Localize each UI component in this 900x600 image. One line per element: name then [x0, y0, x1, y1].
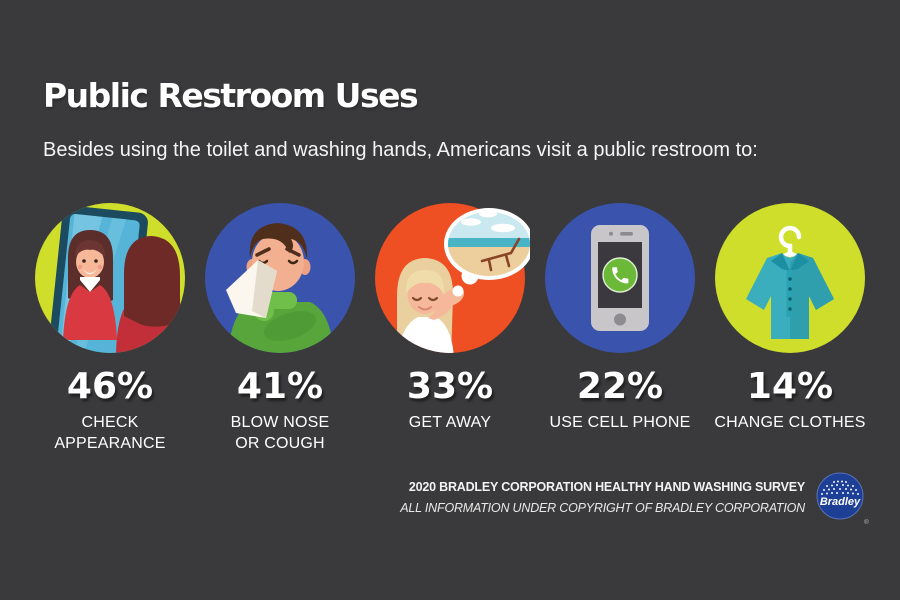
- stat-card-get-away: 33% GET AWAY: [365, 198, 535, 454]
- shirt-hanger-icon: [715, 203, 865, 353]
- stat-label-line1: BLOW NOSE: [230, 414, 330, 431]
- stat-label-line1: USE CELL PHONE: [549, 414, 691, 431]
- cell-phone-icon: [545, 203, 695, 353]
- copyright-line: ALL INFORMATION UNDER COPYRIGHT OF BRADL…: [400, 501, 805, 515]
- tissue: [226, 260, 277, 318]
- stat-card-change-clothes: 14% CHANGE CLOTHES: [705, 198, 875, 454]
- stat-label: CHECK APPEARANCE: [54, 412, 165, 454]
- stats-row: 46% CHECK APPEARANCE: [25, 198, 875, 454]
- blow-nose-icon: [205, 203, 355, 353]
- survey-credit-line: 2020 BRADLEY CORPORATION HEALTHY HAND WA…: [408, 480, 805, 494]
- percent-value: 41%: [236, 366, 324, 407]
- beach-chair: [480, 237, 521, 272]
- man-blowing-nose: [226, 223, 334, 353]
- home-button: [614, 313, 626, 326]
- logo-wordmark: Bradley: [820, 496, 861, 508]
- smartphone: [591, 225, 649, 331]
- stat-label-line2: APPEARANCE: [54, 435, 166, 452]
- stat-label: USE CELL PHONE: [550, 412, 691, 433]
- stat-label-line1: CHANGE CLOTHES: [714, 414, 866, 431]
- page-title: Public Restroom Uses: [43, 76, 419, 115]
- stat-label: GET AWAY: [409, 412, 492, 433]
- stat-label-line1: CHECK: [81, 414, 139, 431]
- stat-card-cell-phone: 22% USE CELL PHONE: [535, 198, 705, 454]
- arm: [264, 311, 316, 341]
- page-subtitle: Besides using the toilet and washing han…: [43, 139, 758, 161]
- stat-label-line1: GET AWAY: [408, 414, 492, 431]
- mirror-reflection-woman: [63, 230, 117, 340]
- percent-value: 14%: [746, 366, 834, 407]
- daydream-beach-icon: [375, 203, 530, 353]
- phone-handset-icon: [612, 267, 629, 284]
- stat-label-line2: OR COUGH: [235, 435, 325, 452]
- beach-scene: [448, 212, 530, 276]
- stat-label: BLOW NOSE OR COUGH: [231, 412, 330, 454]
- percent-value: 22%: [576, 366, 664, 407]
- percent-value: 33%: [406, 366, 494, 407]
- mirror-appearance-icon: [35, 203, 185, 353]
- footer: 2020 BRADLEY CORPORATION HEALTHY HAND WA…: [400, 477, 805, 519]
- thought-bubble: [444, 208, 530, 297]
- percent-value: 46%: [66, 366, 154, 407]
- stat-card-check-appearance: 46% CHECK APPEARANCE: [25, 198, 195, 454]
- bradley-logo: Bradley ®: [816, 472, 869, 526]
- stat-card-blow-nose: 41% BLOW NOSE OR COUGH: [195, 198, 365, 454]
- polo-shirt: [746, 253, 834, 339]
- stat-label: CHANGE CLOTHES: [714, 412, 865, 433]
- logo-spray-dots: [821, 480, 859, 495]
- registered-mark: ®: [864, 518, 869, 526]
